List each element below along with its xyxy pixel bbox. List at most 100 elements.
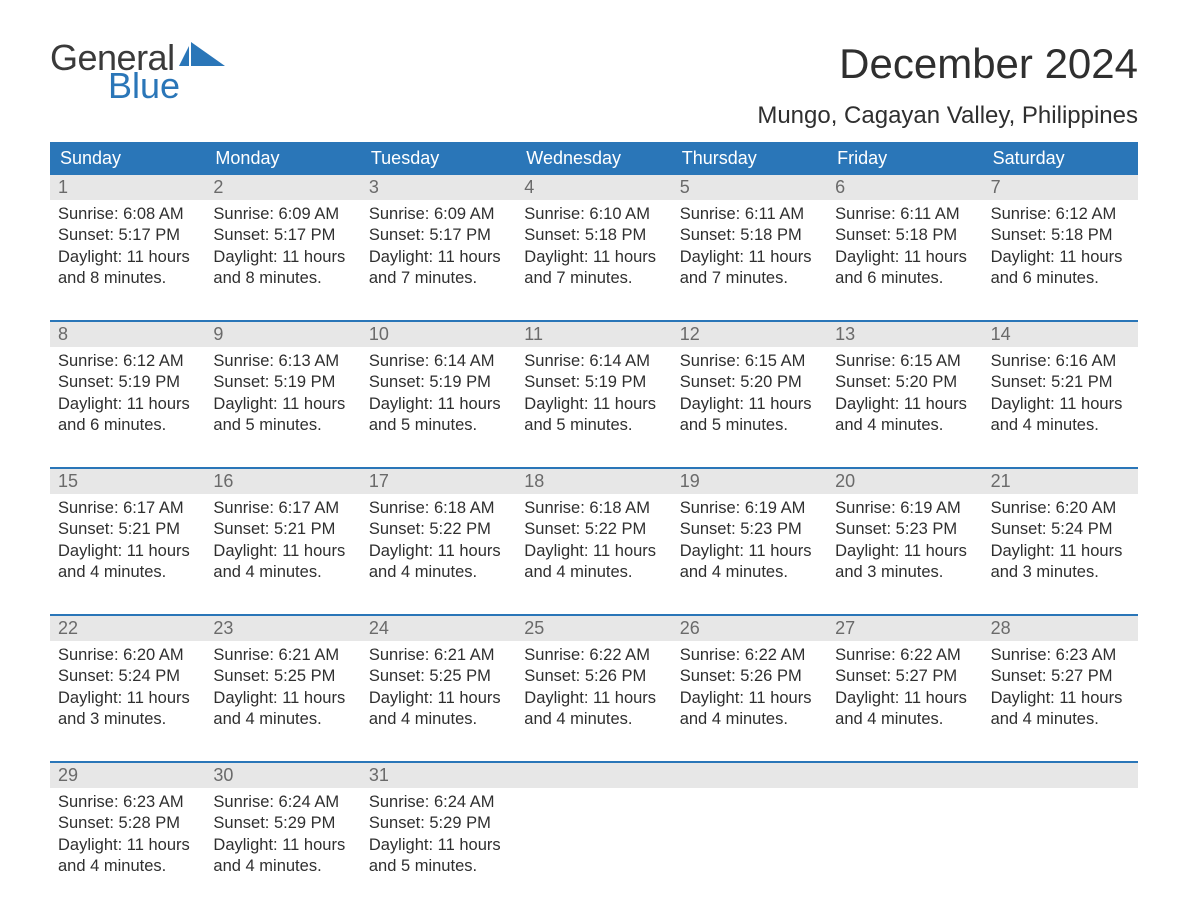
day-cell: Sunrise: 6:13 AMSunset: 5:19 PMDaylight:… [205,347,360,443]
sunset-line: Sunset: 5:27 PM [835,666,974,687]
daylight-line: Daylight: 11 hours and 6 minutes. [835,247,974,290]
daylight-line: Daylight: 11 hours and 5 minutes. [680,394,819,437]
sunset-line: Sunset: 5:19 PM [213,372,352,393]
day-number-row: 1234567 [50,175,1138,200]
daylight-line: Daylight: 11 hours and 3 minutes. [991,541,1130,584]
sunrise-line: Sunrise: 6:23 AM [58,792,197,813]
sunrise-line: Sunrise: 6:14 AM [524,351,663,372]
day-number: 7 [983,175,1138,200]
day-cell: Sunrise: 6:23 AMSunset: 5:27 PMDaylight:… [983,641,1138,737]
day-cell: Sunrise: 6:15 AMSunset: 5:20 PMDaylight:… [827,347,982,443]
day-number [516,763,671,788]
day-number: 8 [50,322,205,347]
calendar-week: 22232425262728Sunrise: 6:20 AMSunset: 5:… [50,614,1138,737]
daylight-line: Daylight: 11 hours and 4 minutes. [213,541,352,584]
weekday-header: Monday [205,142,360,175]
sunset-line: Sunset: 5:17 PM [213,225,352,246]
day-number: 11 [516,322,671,347]
day-number: 22 [50,616,205,641]
day-cell: Sunrise: 6:08 AMSunset: 5:17 PMDaylight:… [50,200,205,296]
brand-line2: Blue [108,68,225,104]
sunrise-line: Sunrise: 6:19 AM [680,498,819,519]
sunset-line: Sunset: 5:21 PM [991,372,1130,393]
sunrise-line: Sunrise: 6:22 AM [524,645,663,666]
sunrise-line: Sunrise: 6:15 AM [835,351,974,372]
daylight-line: Daylight: 11 hours and 6 minutes. [991,247,1130,290]
sunrise-line: Sunrise: 6:08 AM [58,204,197,225]
sunset-line: Sunset: 5:19 PM [58,372,197,393]
calendar-week: 293031Sunrise: 6:23 AMSunset: 5:28 PMDay… [50,761,1138,884]
day-cell: Sunrise: 6:19 AMSunset: 5:23 PMDaylight:… [827,494,982,590]
daylight-line: Daylight: 11 hours and 4 minutes. [213,835,352,878]
daylight-line: Daylight: 11 hours and 4 minutes. [58,541,197,584]
day-cell: Sunrise: 6:20 AMSunset: 5:24 PMDaylight:… [50,641,205,737]
day-number: 4 [516,175,671,200]
sunset-line: Sunset: 5:21 PM [213,519,352,540]
sunrise-line: Sunrise: 6:20 AM [58,645,197,666]
sunrise-line: Sunrise: 6:12 AM [991,204,1130,225]
day-number: 18 [516,469,671,494]
sunset-line: Sunset: 5:20 PM [835,372,974,393]
sunset-line: Sunset: 5:29 PM [369,813,508,834]
sunset-line: Sunset: 5:18 PM [680,225,819,246]
day-cell: Sunrise: 6:24 AMSunset: 5:29 PMDaylight:… [205,788,360,884]
day-cell: Sunrise: 6:09 AMSunset: 5:17 PMDaylight:… [205,200,360,296]
day-cell: Sunrise: 6:14 AMSunset: 5:19 PMDaylight:… [516,347,671,443]
weekday-header: Thursday [672,142,827,175]
sunset-line: Sunset: 5:26 PM [524,666,663,687]
day-number: 30 [205,763,360,788]
sunset-line: Sunset: 5:23 PM [680,519,819,540]
sunrise-line: Sunrise: 6:14 AM [369,351,508,372]
page-header: General Blue December 2024 Mungo, Cagaya… [50,40,1138,130]
day-number: 25 [516,616,671,641]
day-number: 24 [361,616,516,641]
day-cell: Sunrise: 6:10 AMSunset: 5:18 PMDaylight:… [516,200,671,296]
flag-icon [179,42,225,70]
daylight-line: Daylight: 11 hours and 8 minutes. [58,247,197,290]
calendar-week: 1234567Sunrise: 6:08 AMSunset: 5:17 PMDa… [50,175,1138,296]
daylight-line: Daylight: 11 hours and 5 minutes. [213,394,352,437]
sunset-line: Sunset: 5:18 PM [524,225,663,246]
sunset-line: Sunset: 5:29 PM [213,813,352,834]
sunset-line: Sunset: 5:28 PM [58,813,197,834]
brand-logo: General Blue [50,40,225,104]
day-cell: Sunrise: 6:22 AMSunset: 5:26 PMDaylight:… [516,641,671,737]
sunrise-line: Sunrise: 6:19 AM [835,498,974,519]
sunrise-line: Sunrise: 6:17 AM [58,498,197,519]
daylight-line: Daylight: 11 hours and 4 minutes. [369,541,508,584]
sunset-line: Sunset: 5:26 PM [680,666,819,687]
sunset-line: Sunset: 5:22 PM [369,519,508,540]
calendar-week: 891011121314Sunrise: 6:12 AMSunset: 5:19… [50,320,1138,443]
location-subtitle: Mungo, Cagayan Valley, Philippines [757,102,1138,130]
sunset-line: Sunset: 5:21 PM [58,519,197,540]
sunrise-line: Sunrise: 6:23 AM [991,645,1130,666]
sunrise-line: Sunrise: 6:11 AM [680,204,819,225]
title-block: December 2024 Mungo, Cagayan Valley, Phi… [757,40,1138,130]
sunset-line: Sunset: 5:25 PM [369,666,508,687]
daylight-line: Daylight: 11 hours and 4 minutes. [680,688,819,731]
daylight-line: Daylight: 11 hours and 4 minutes. [991,688,1130,731]
daylight-line: Daylight: 11 hours and 4 minutes. [213,688,352,731]
sunrise-line: Sunrise: 6:10 AM [524,204,663,225]
weekday-header: Friday [827,142,982,175]
day-number [983,763,1138,788]
sunrise-line: Sunrise: 6:20 AM [991,498,1130,519]
day-number [827,763,982,788]
sunrise-line: Sunrise: 6:16 AM [991,351,1130,372]
sunrise-line: Sunrise: 6:13 AM [213,351,352,372]
daylight-line: Daylight: 11 hours and 7 minutes. [680,247,819,290]
daylight-line: Daylight: 11 hours and 3 minutes. [835,541,974,584]
daylight-line: Daylight: 11 hours and 7 minutes. [369,247,508,290]
weekday-header-row: Sunday Monday Tuesday Wednesday Thursday… [50,142,1138,175]
daylight-line: Daylight: 11 hours and 6 minutes. [58,394,197,437]
day-cell [827,788,982,884]
day-cell: Sunrise: 6:23 AMSunset: 5:28 PMDaylight:… [50,788,205,884]
daylight-line: Daylight: 11 hours and 5 minutes. [369,835,508,878]
day-number: 21 [983,469,1138,494]
sunrise-line: Sunrise: 6:22 AM [680,645,819,666]
sunset-line: Sunset: 5:18 PM [835,225,974,246]
sunset-line: Sunset: 5:19 PM [369,372,508,393]
sunrise-line: Sunrise: 6:18 AM [524,498,663,519]
day-cell: Sunrise: 6:11 AMSunset: 5:18 PMDaylight:… [672,200,827,296]
sunset-line: Sunset: 5:18 PM [991,225,1130,246]
